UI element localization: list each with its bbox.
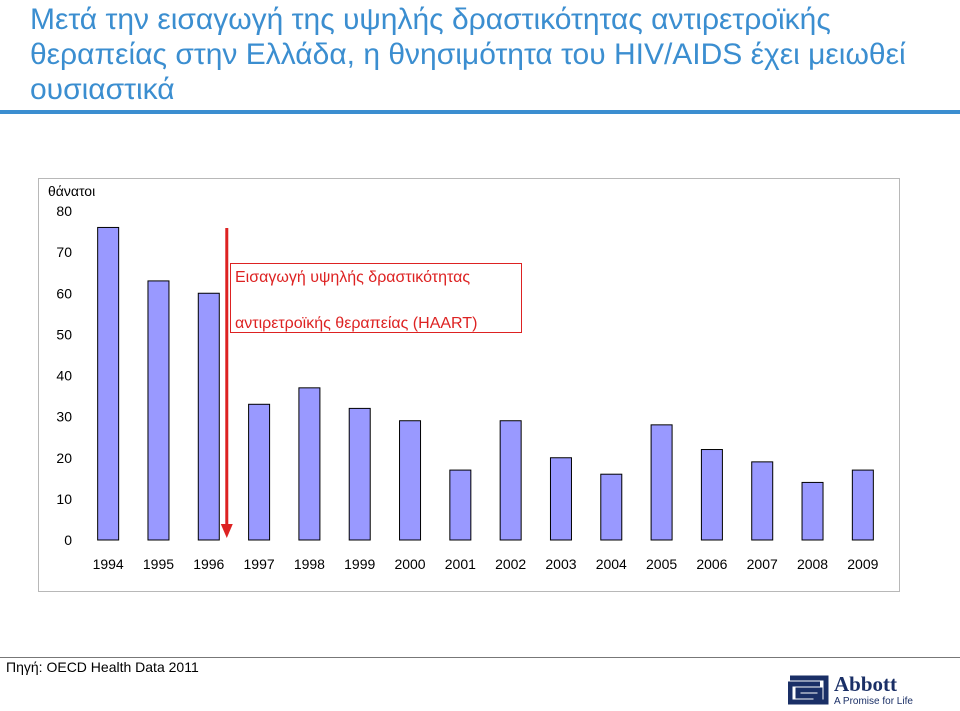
x-tick-label: 2007: [747, 556, 778, 572]
bar-1996: [197, 292, 220, 541]
x-tick-label: 2000: [394, 556, 425, 572]
x-tick-label: 1995: [143, 556, 174, 572]
y-tick-label: 10: [56, 491, 72, 507]
x-tick-label: 2005: [646, 556, 677, 572]
logo-tagline: A Promise for Life: [834, 696, 913, 707]
bar-2003: [549, 457, 572, 541]
bar-1998: [298, 387, 321, 541]
x-tick-label: 2004: [596, 556, 627, 572]
y-tick-label: 50: [56, 326, 72, 342]
bar-2004: [600, 473, 623, 541]
x-tick-label: 2001: [445, 556, 476, 572]
bar-2005: [650, 424, 673, 541]
bar-2001: [449, 469, 472, 541]
x-tick-label: 2009: [847, 556, 878, 572]
annotation-line-2: αντιρετροϊκής θεραπείας (HAART): [235, 315, 478, 332]
abbott-logo-icon: [787, 675, 829, 705]
bar-1995: [147, 280, 170, 541]
y-tick-label: 30: [56, 409, 72, 425]
bar-1999: [348, 407, 371, 541]
bar-2008: [801, 481, 824, 541]
x-tick-label: 2008: [797, 556, 828, 572]
abbott-logo: Abbott A Promise for Life: [787, 672, 913, 707]
bar-1994: [97, 226, 120, 541]
x-tick-label: 1999: [344, 556, 375, 572]
x-tick-label: 1997: [244, 556, 275, 572]
x-tick-label: 2002: [495, 556, 526, 572]
title-divider: [0, 110, 960, 114]
y-tick-label: 20: [56, 450, 72, 466]
bar-2007: [751, 461, 774, 541]
y-tick-label: 0: [64, 532, 72, 548]
footer-divider: [0, 657, 960, 658]
x-tick-label: 1994: [93, 556, 124, 572]
x-tick-label: 2003: [545, 556, 576, 572]
arrow-down-icon: [220, 524, 233, 538]
logo-word: Abbott: [834, 672, 898, 696]
bar-2002: [499, 420, 522, 541]
y-tick-label: 80: [56, 203, 72, 219]
x-tick-label: 1996: [193, 556, 224, 572]
bar-1997: [248, 403, 271, 541]
y-tick-label: 70: [56, 244, 72, 260]
page-title: Μετά την εισαγωγή της υψηλής δραστικότητ…: [30, 3, 906, 106]
y-tick-label: 60: [56, 285, 72, 301]
y-tick-label: 40: [56, 368, 72, 384]
chart-frame: [38, 178, 900, 592]
source-note: Πηγή: OECD Health Data 2011: [6, 659, 199, 675]
haart-annotation: Εισαγωγή υψηλής δραστικότητας αντιρετροϊ…: [230, 263, 522, 333]
y-axis-label: θάνατοι: [48, 183, 96, 199]
bar-2000: [399, 420, 422, 541]
annotation-line-1: Εισαγωγή υψηλής δραστικότητας: [235, 269, 471, 286]
x-tick-label: 1998: [294, 556, 325, 572]
bar-2009: [851, 469, 874, 541]
bar-2006: [700, 449, 723, 541]
x-tick-label: 2006: [696, 556, 727, 572]
